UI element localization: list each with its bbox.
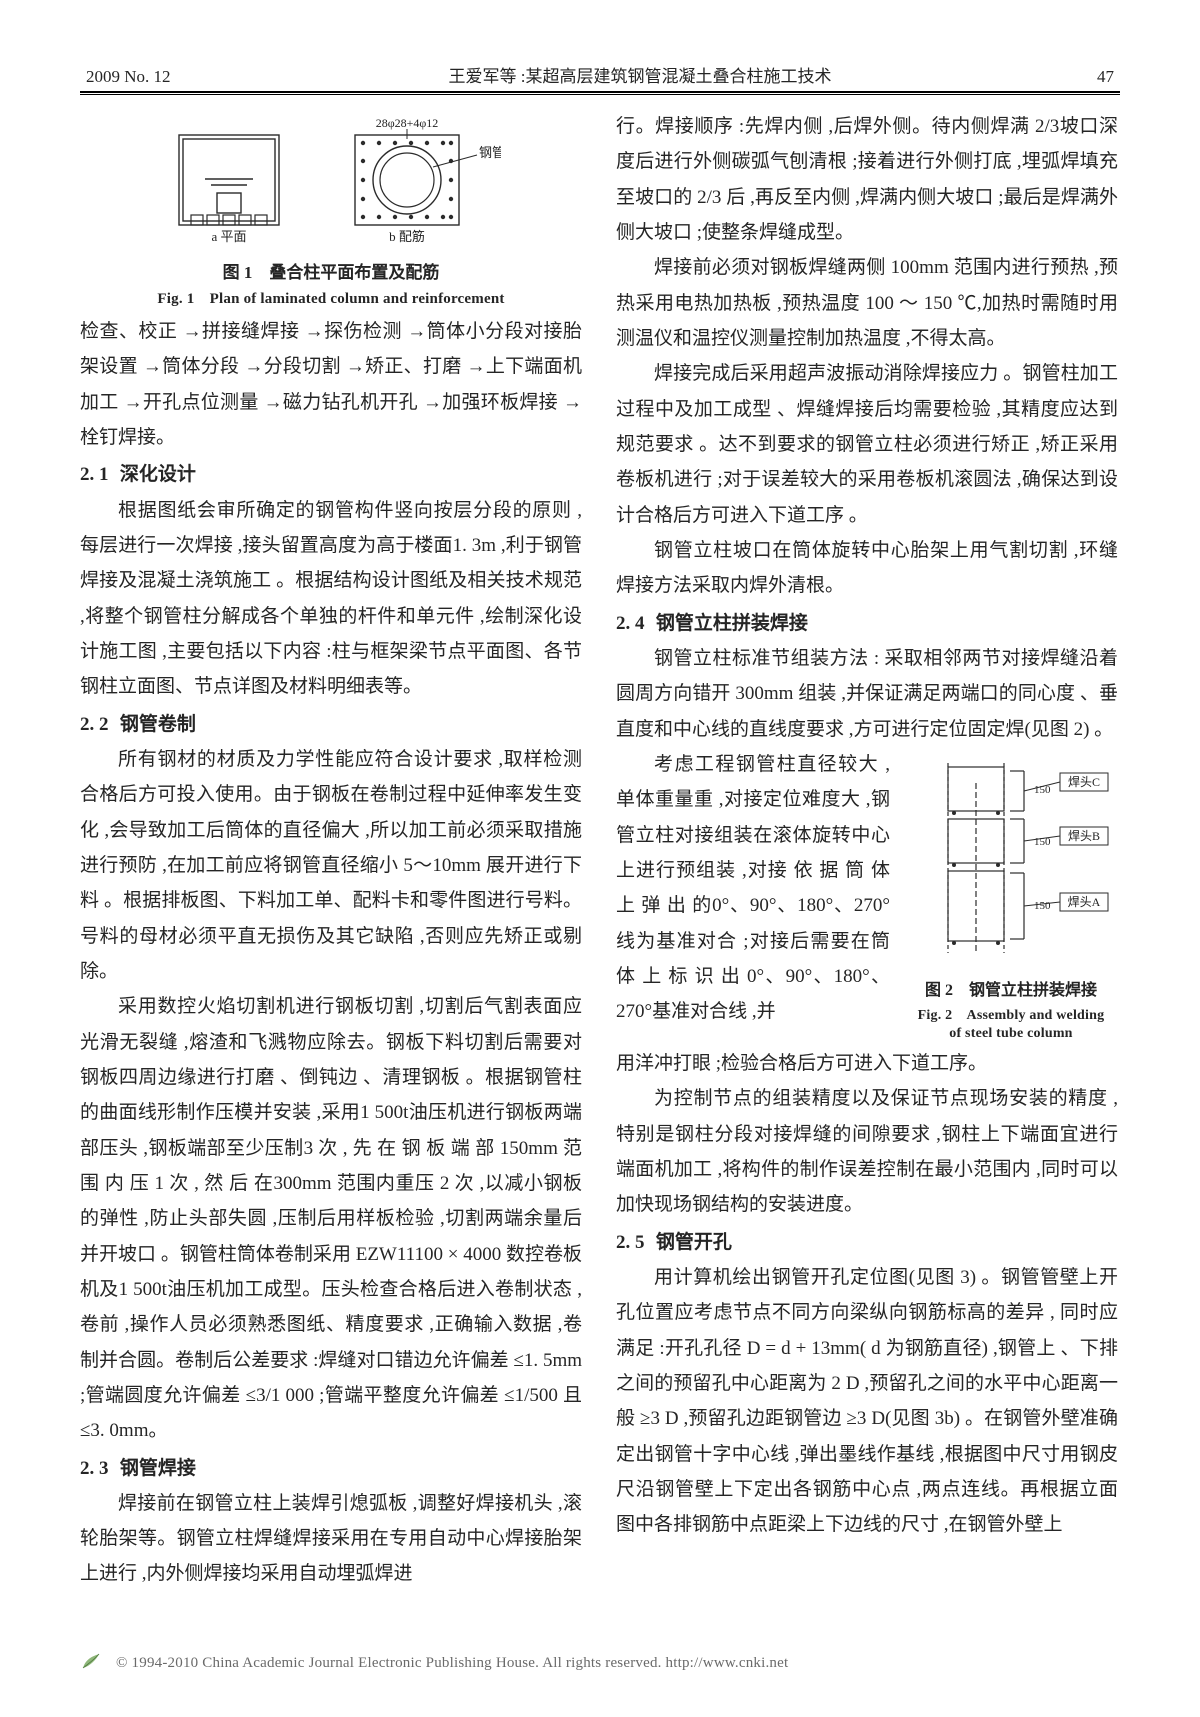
heading-2-3: 2. 3 钢管焊接 <box>80 1451 582 1486</box>
svg-text:焊头C: 焊头C <box>1068 774 1100 789</box>
header-title: 王爱军等 :某超高层建筑钢管混凝土叠合柱施工技术 <box>226 62 1054 87</box>
right-column: 行。焊接顺序 :先焊内侧 ,后焊外侧。待内侧焊满 2/3坡口深度后进行外侧碳弧气… <box>616 109 1118 1592</box>
right-p8: 为控制节点的组装精度以及保证节点现场安装的精度 ,特别是钢柱分段对接焊缝的间隙要… <box>616 1081 1118 1222</box>
heading-2-1-num: 2. 1 <box>80 464 109 485</box>
right-p7: 用洋冲打眼 ;检验合格后方可进入下道工序。 <box>616 1046 1118 1081</box>
left-p3: 所有钢材的材质及力学性能应符合设计要求 ,取样检测合格后方可投入使用。由于钢板在… <box>80 742 582 989</box>
right-p5: 钢管立柱标准节组装方法 : 采取相邻两节对接焊缝沿着圆周方向错开 300mm 组… <box>616 641 1118 747</box>
heading-2-3-num: 2. 3 <box>80 1458 109 1479</box>
left-p4: 采用数控火焰切割机进行钢板切割 ,切割后气割表面应光滑无裂缝 ,熔渣和飞溅物应除… <box>80 989 582 1448</box>
heading-2-2-num: 2. 2 <box>80 714 109 735</box>
right-p1: 行。焊接顺序 :先焊内侧 ,后焊外侧。待内侧焊满 2/3坡口深度后进行外侧碳弧气… <box>616 109 1118 250</box>
svg-text:焊头A: 焊头A <box>1068 894 1101 909</box>
figure-2-caption-cn: 图 2 钢管立柱拼装焊接 <box>904 976 1118 1000</box>
left-p2: 根据图纸会审所确定的钢管构件竖向按层分段的原则 ,每层进行一次焊接 ,接头留置高… <box>80 493 582 705</box>
svg-text:焊头B: 焊头B <box>1068 828 1100 843</box>
heading-2-5-text: 钢管开孔 <box>656 1232 732 1253</box>
header-rule-thin <box>80 94 1120 95</box>
figure-1-caption-cn: 图 1 叠合柱平面布置及配筋 <box>80 258 582 283</box>
svg-text:b 配筋: b 配筋 <box>389 229 425 244</box>
left-p1: 检查、校正 →拼接缝焊接 →探伤检测 →筒体小分段对接胎架设置 →筒体分段 →分… <box>80 314 582 455</box>
svg-text:28φ28+4φ12: 28φ28+4φ12 <box>376 117 439 130</box>
heading-2-4-text: 钢管立柱拼装焊接 <box>656 613 808 634</box>
heading-2-1: 2. 1 深化设计 <box>80 457 582 492</box>
footer: © 1994-2010 China Academic Journal Elect… <box>0 1650 1200 1677</box>
figure-2-caption-en-2: of steel tube column <box>904 1026 1118 1042</box>
right-p4: 钢管立柱坡口在筒体旋转中心胎架上用气割切割 ,环缝焊接方法采取内焊外清根。 <box>616 533 1118 604</box>
svg-text:钢管: 钢管 <box>479 145 501 160</box>
header-page-number: 47 <box>1054 67 1114 87</box>
publisher-icon <box>80 1650 102 1677</box>
heading-2-1-text: 深化设计 <box>120 464 196 485</box>
left-column: a 平面 <box>80 109 582 1592</box>
figure-1-svg: a 平面 <box>161 117 501 245</box>
figure-2-caption-en-1: Fig. 2 Assembly and welding <box>904 1004 1118 1024</box>
svg-text:150: 150 <box>1034 784 1051 796</box>
figure-2-svg: 150 150 150 焊头C 焊头B 焊头A <box>906 753 1116 963</box>
heading-2-4: 2. 4 钢管立柱拼装焊接 <box>616 606 1118 641</box>
right-p3: 焊接完成后采用超声波振动消除焊接应力 。钢管柱加工过程中及加工成型 、焊缝焊接后… <box>616 356 1118 533</box>
figure-1: a 平面 <box>80 117 582 308</box>
heading-2-2: 2. 2 钢管卷制 <box>80 707 582 742</box>
footer-text: © 1994-2010 China Academic Journal Elect… <box>116 1655 1120 1672</box>
heading-2-5: 2. 5 钢管开孔 <box>616 1225 1118 1260</box>
left-p5: 焊接前在钢管立柱上装焊引熄弧板 ,调整好焊接机头 ,滚轮胎架等。钢管立柱焊缝焊接… <box>80 1486 582 1592</box>
svg-text:150: 150 <box>1034 900 1051 912</box>
right-p2: 焊接前必须对钢板焊缝两侧 100mm 范围内进行预热 ,预热采用电热加热板 ,预… <box>616 250 1118 356</box>
heading-2-3-text: 钢管焊接 <box>120 1458 196 1479</box>
header-issue: 2009 No. 12 <box>86 67 226 87</box>
right-p9: 用计算机绘出钢管开孔定位图(见图 3) 。钢管管壁上开孔位置应考虑节点不同方向梁… <box>616 1260 1118 1543</box>
svg-text:a 平面: a 平面 <box>211 229 246 244</box>
figure-2: 150 150 150 焊头C 焊头B 焊头A <box>904 753 1118 1042</box>
running-header: 2009 No. 12 王爱军等 :某超高层建筑钢管混凝土叠合柱施工技术 47 <box>80 62 1120 87</box>
heading-2-4-num: 2. 4 <box>616 613 645 634</box>
figure-1-caption-en: Fig. 1 Plan of laminated column and rein… <box>80 287 582 308</box>
header-rule-thick <box>80 91 1120 93</box>
heading-2-5-num: 2. 5 <box>616 1232 645 1253</box>
heading-2-2-text: 钢管卷制 <box>120 714 196 735</box>
